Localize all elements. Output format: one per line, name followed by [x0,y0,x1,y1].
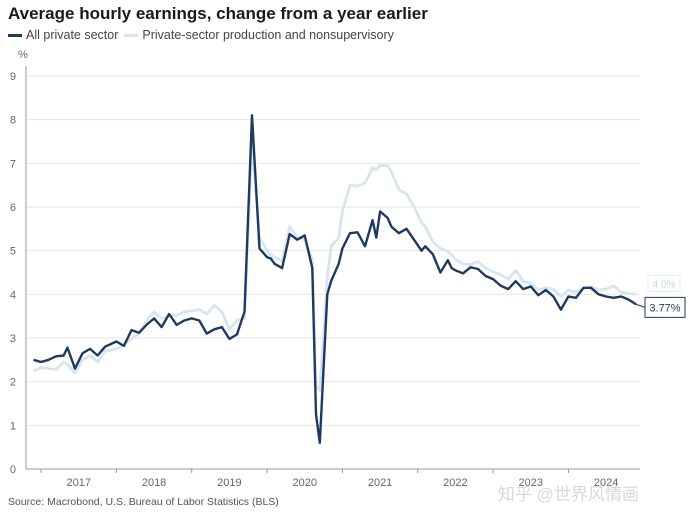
end-label-leader-all-private [636,303,646,308]
legend-item-production: Private-sector production and nonsupervi… [124,28,394,42]
y-tick-label: 2 [10,377,16,389]
y-tick-label: 6 [10,202,16,214]
x-tick-label: 2019 [217,477,241,489]
chart-title: Average hourly earnings, change from a y… [8,4,428,23]
y-axis-unit: % [18,49,28,61]
legend-label-production: Private-sector production and nonsupervi… [142,28,394,42]
chart-legend: All private sector Private-sector produc… [8,28,400,42]
y-tick-label: 0 [10,464,16,476]
series-line-all-private [33,114,637,444]
x-tick-label: 2020 [293,477,317,489]
end-label-box-all-private [644,296,686,318]
y-tick-label: 9 [10,71,16,83]
legend-swatch-production [124,33,139,37]
watermark: 知乎 @世界风情画 [498,485,639,504]
y-tick-label: 3 [10,333,16,345]
y-tick-label: 5 [10,246,16,258]
y-tick-label: 8 [10,115,16,127]
end-label-production: 4.0% [653,279,676,290]
legend-item-all-private: All private sector [8,28,118,42]
x-tick-label: 2021 [368,477,392,489]
source-note: Source: Macrobond, U.S. Bureau of Labor … [8,496,279,508]
x-tick-label: 2017 [66,477,90,489]
y-tick-label: 7 [10,158,16,170]
end-label-box-production [647,274,681,292]
legend-label-all-private: All private sector [26,28,119,42]
series-line-production [32,140,637,392]
y-tick-label: 4 [10,289,16,301]
end-label-all-private: 3.77% [649,302,680,314]
y-tick-label: 1 [10,420,16,432]
x-tick-label: 2018 [142,477,166,489]
legend-swatch-all-private [8,33,22,37]
x-tick-label: 2023 [519,477,543,489]
x-tick-label: 2024 [594,477,618,489]
x-tick-label: 2022 [443,477,467,489]
